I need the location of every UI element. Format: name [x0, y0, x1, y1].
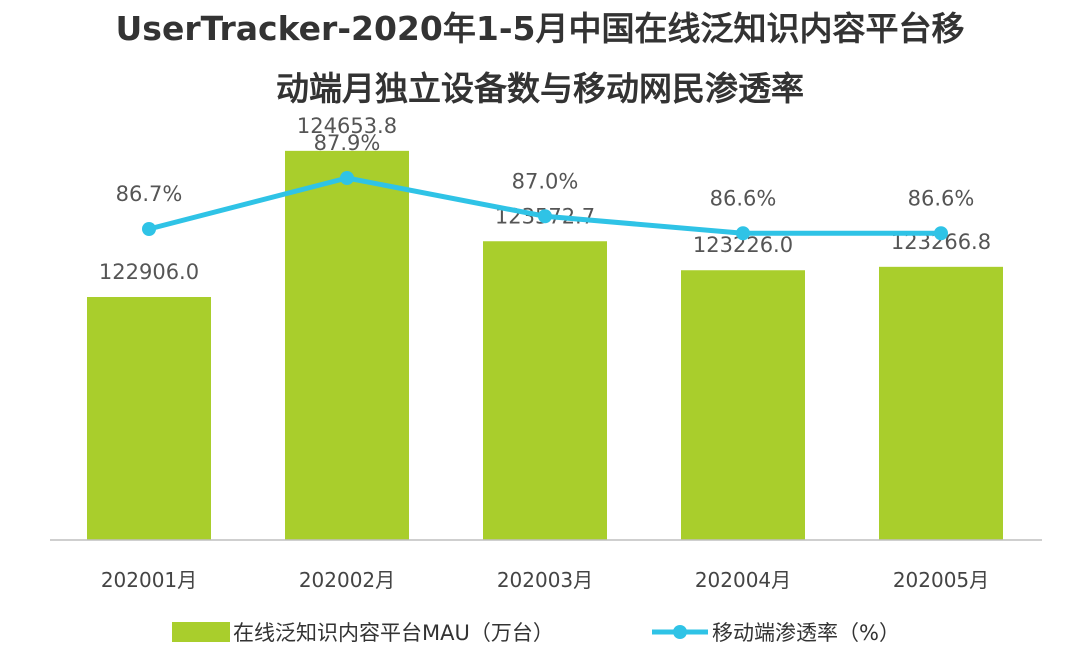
- x-tick-label-3: 202003月: [497, 568, 593, 592]
- line-point-2: [340, 171, 354, 185]
- line-point-4: [736, 226, 750, 241]
- bar-value-label-1: 122906.0: [99, 260, 199, 284]
- x-tick-label-2: 202002月: [299, 568, 395, 592]
- line-value-label-4: 86.6%: [710, 186, 777, 210]
- bar-1: [87, 297, 211, 540]
- line-value-label-1: 86.7%: [116, 182, 183, 206]
- legend-line-label: 移动端渗透率（%）: [712, 621, 900, 645]
- legend: 在线泛知识内容平台MAU（万台） 移动端渗透率（%）: [172, 621, 900, 645]
- plot-area: 122906.0202001月124653.8202002月123572.720…: [87, 114, 1003, 592]
- line-point-3: [538, 209, 552, 224]
- x-tick-label-5: 202005月: [893, 568, 989, 592]
- x-tick-label-4: 202004月: [695, 568, 791, 592]
- legend-bar-swatch: [172, 622, 230, 642]
- bar-4: [681, 270, 805, 540]
- bar-5: [879, 266, 1003, 540]
- x-tick-label-1: 202001月: [101, 568, 197, 592]
- chart-title-line-2: 动端月独立设备数与移动网民渗透率: [276, 69, 804, 108]
- line-value-label-5: 86.6%: [908, 186, 975, 210]
- line-point-5: [934, 226, 948, 241]
- bar-2: [285, 150, 409, 540]
- line-point-1: [142, 222, 156, 236]
- bar-3: [483, 241, 607, 540]
- legend-bar-label: 在线泛知识内容平台MAU（万台）: [233, 621, 554, 645]
- chart-title-line-1: UserTracker-2020年1-5月中国在线泛知识内容平台移: [116, 9, 965, 48]
- bar-value-label-2: 124653.8: [297, 114, 397, 138]
- line-value-label-2: 87.9%: [314, 131, 381, 155]
- line-value-label-3: 87.0%: [512, 169, 579, 193]
- legend-line-marker: [673, 625, 687, 639]
